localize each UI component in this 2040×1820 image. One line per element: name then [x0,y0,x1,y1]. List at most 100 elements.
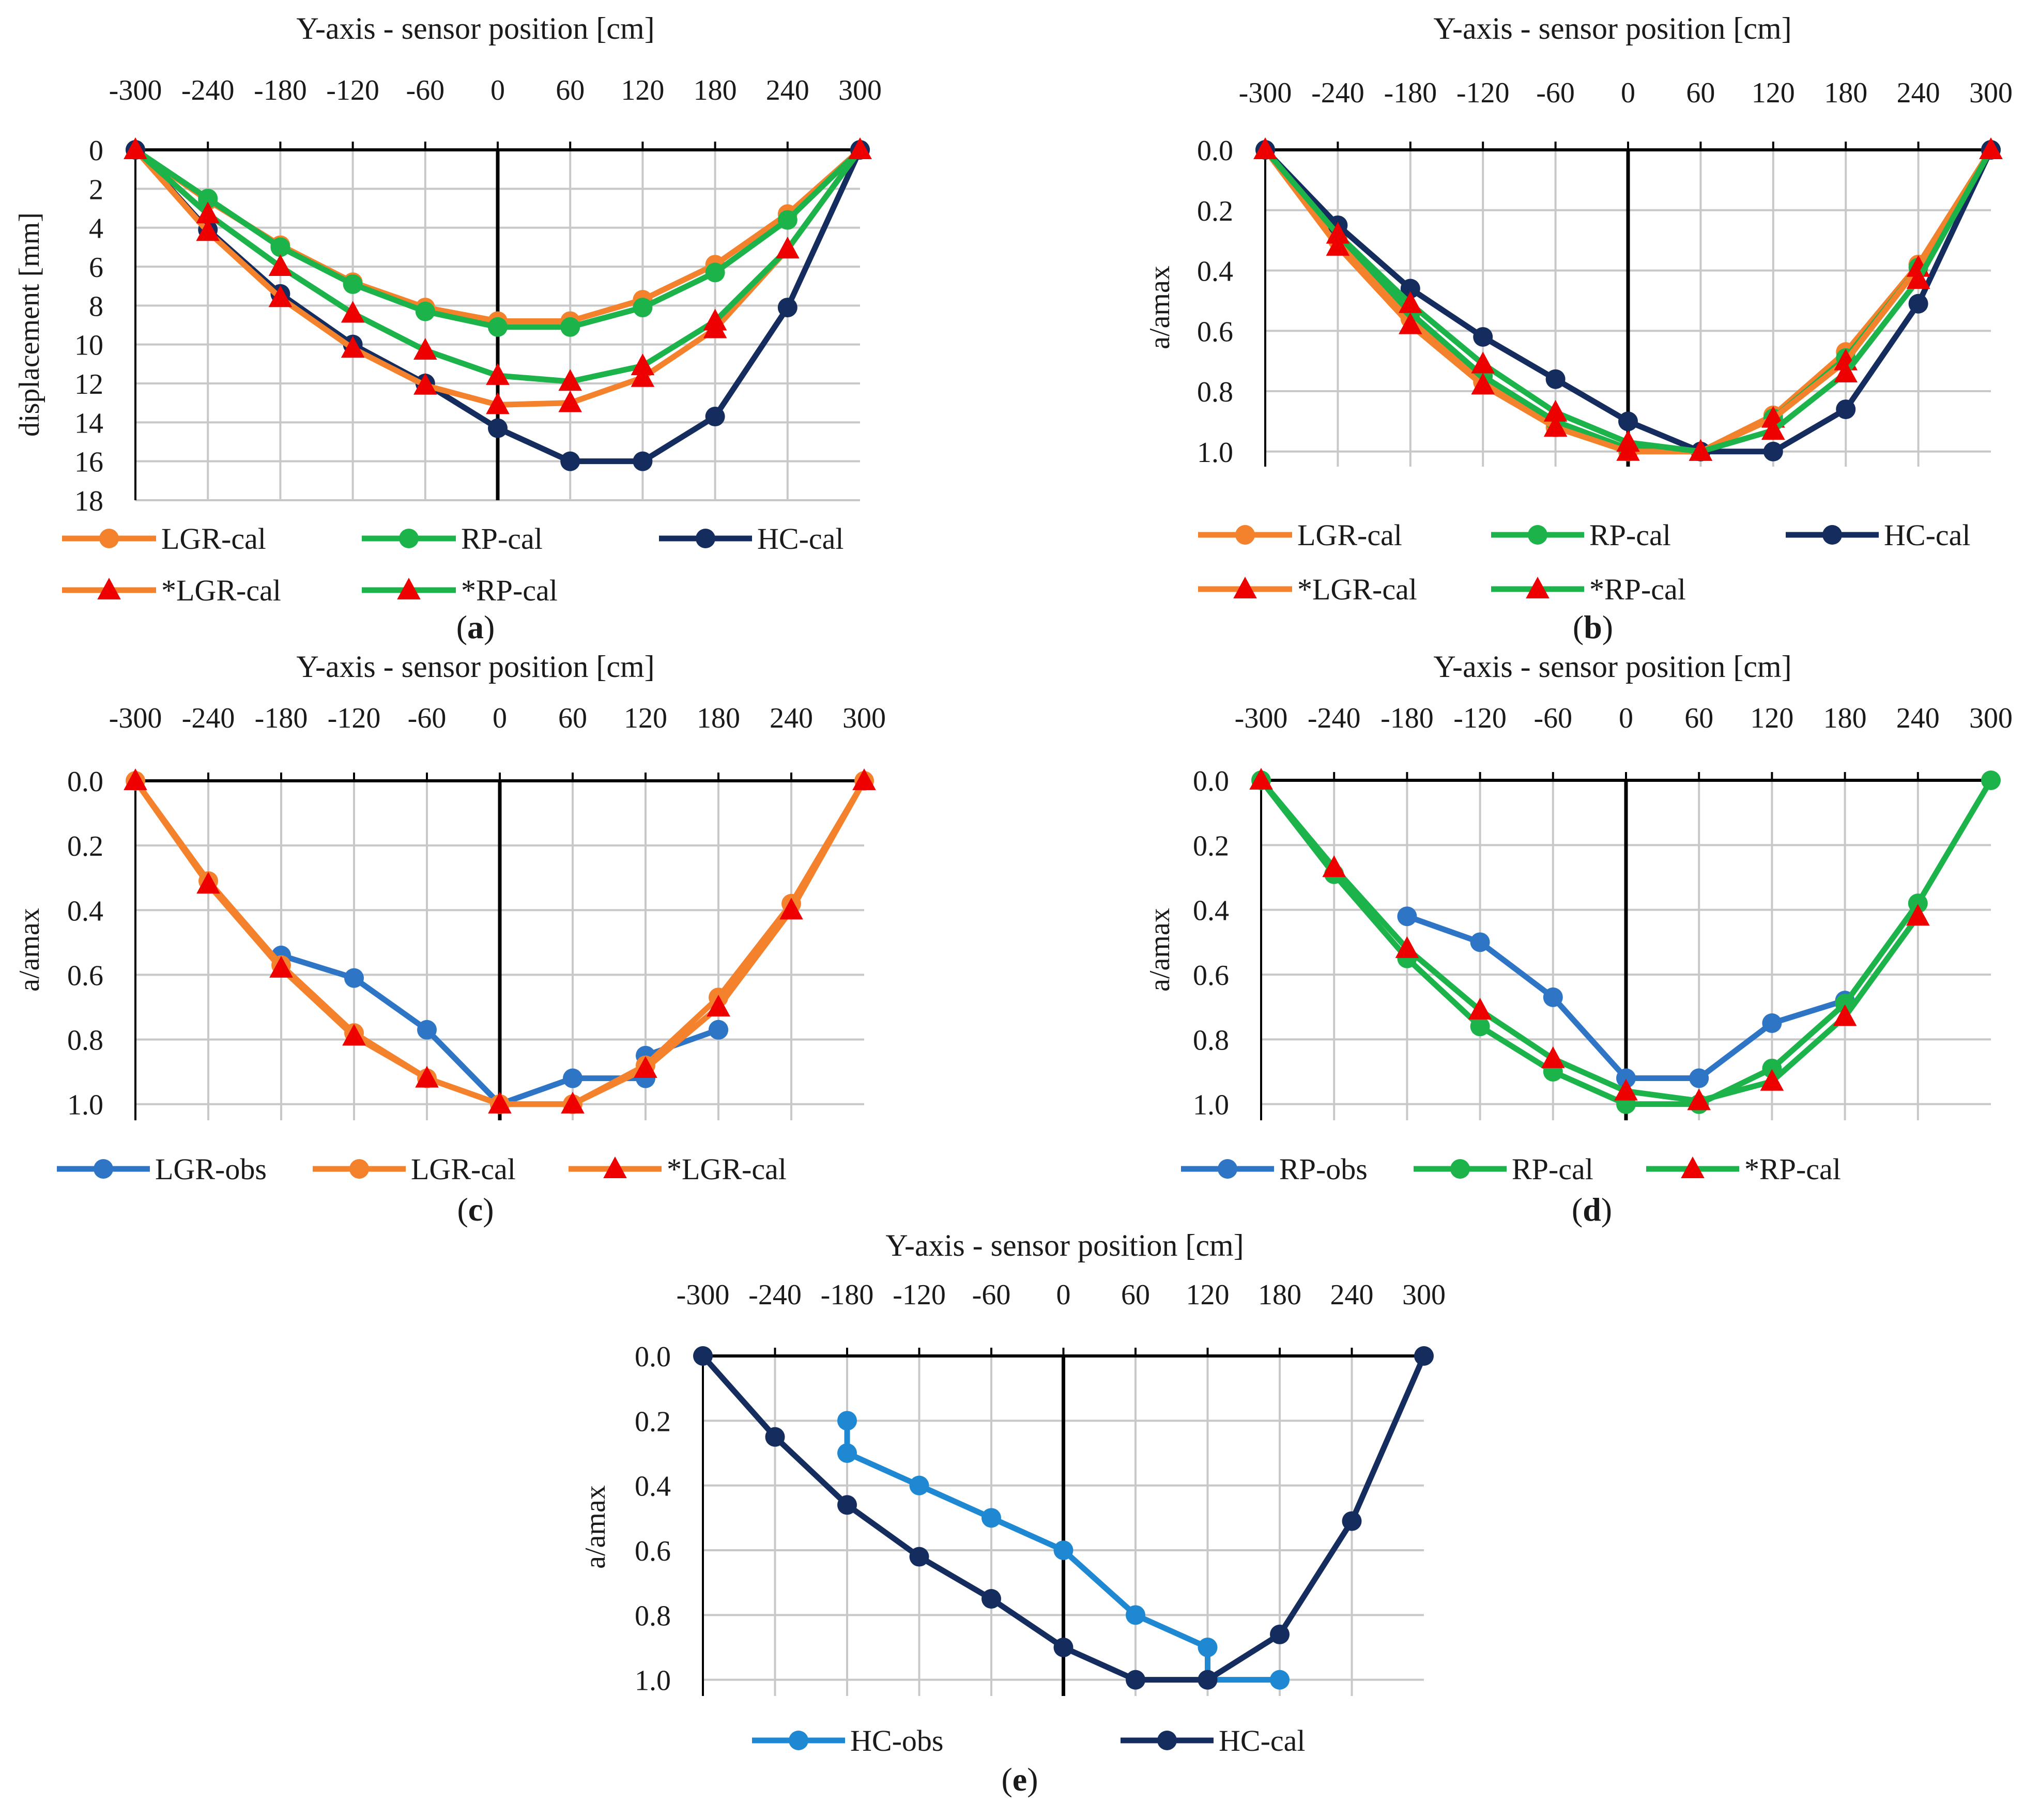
legend-marker [349,1159,369,1179]
legend: LGR-cal RP-cal HC-cal *LGR-cal *RP-cal [62,522,844,607]
legend-marker [1822,525,1842,545]
x-tick-label: 180 [1824,77,1867,109]
x-tick-label: -120 [328,702,381,734]
data-point [1326,222,1350,244]
data-point [703,309,727,331]
legend-marker [97,578,121,599]
legend-label: RP-cal [1512,1152,1593,1186]
chart-panel-a: -300 -240 -180 -120 -60 0 60 120 180 240 300 0 2 4 6 8 1… [13,11,882,645]
y-tick-label: 16 [74,446,103,479]
data-point [1616,430,1640,452]
data-point [779,898,803,920]
x-tick-label: 180 [694,74,737,106]
y-axis-title: displacement [mm] [13,212,45,437]
data-point [693,1346,713,1366]
data-point [1614,1078,1638,1101]
data-point [1543,987,1563,1007]
x-tick-label: -240 [1308,702,1361,734]
chart-panel-e: -300 -240 -180 -120 -60 0 60 120 180 240 300 0.0 0.2… [579,1228,1446,1798]
legend-marker [603,1156,627,1178]
panel-label: (a) [456,609,495,645]
x-tick-label: 0 [1619,702,1633,734]
y-tick-label: 0.4 [1197,256,1233,288]
data-point [1471,351,1495,374]
data-point [1908,893,1928,914]
y-tick-label: 0.2 [1197,195,1233,227]
legend: LGR-cal RP-cal HC-cal *LGR-cal *RP-cal [1198,518,1971,606]
legend: HC-obs HC-cal [752,1724,1306,1757]
x-tick-label: 300 [838,74,882,106]
y-tick-label: 18 [74,485,103,517]
y-tick-label: 4 [89,213,103,245]
data-point [558,390,582,412]
x-tick-label: 60 [1686,77,1715,109]
data-point [1399,291,1422,313]
data-point [1541,1046,1565,1068]
data-point [1400,279,1420,299]
x-tick-label: 180 [697,702,740,734]
legend-label: LGR-cal [161,522,266,556]
legend-label: RP-cal [461,522,543,556]
data-point [909,1475,929,1495]
legend-marker [94,1159,113,1179]
y-tick-label: 8 [89,290,103,322]
data-point [633,298,653,318]
data-point [561,1091,585,1114]
data-point [1126,1670,1145,1690]
data-point [486,363,510,385]
data-point [1414,1346,1434,1366]
x-tick-label: -300 [1235,702,1288,734]
x-tick-label: 120 [1752,77,1795,109]
legend-label: *LGR-cal [161,574,281,607]
legend-marker [1218,1159,1237,1179]
y-tick-label: 0.4 [67,895,103,927]
y-tick-label: 0.8 [635,1600,671,1632]
data-point [198,189,218,209]
data-point [1618,411,1638,431]
legend-label: RP-cal [1589,518,1671,552]
y-tick-label: 0.6 [635,1535,671,1567]
data-point [1270,1670,1290,1690]
legend-label: *LGR-cal [667,1152,787,1186]
x-tick-label: -120 [326,74,379,106]
y-tick-label: 14 [74,407,103,439]
panel-label: (b) [1573,609,1613,645]
legend-marker [397,578,421,599]
data-point [1762,1013,1782,1033]
data-point [705,263,725,283]
x-tick-label: 240 [766,74,809,106]
chart-panel-c: -300 -240 -180 -120 -60 0 60 120 180 240 300 0.0 0.2… [13,650,886,1228]
data-point [124,137,147,159]
x-tick-label: -180 [255,702,308,734]
data-point [1543,399,1568,422]
data-point [1616,1068,1636,1088]
data-point [269,955,293,978]
chart-panel-d: -300 -240 -180 -120 -60 0 60 120 180 240 300 0.0 0.2… [1144,650,2013,1228]
data-point [344,968,364,988]
data-point [1126,1605,1145,1625]
x-tick-label: -240 [182,702,235,734]
data-point [1198,1638,1218,1657]
data-point [1906,267,1930,289]
data-point [488,1091,512,1114]
legend-marker [1528,525,1547,545]
x-tick-label: -240 [181,74,235,106]
y-tick-label: 1.0 [1193,1089,1229,1121]
x-tick-label: -120 [1453,702,1507,734]
x-tick-label: -300 [1239,77,1292,109]
data-point [341,301,365,323]
data-point [1687,1088,1711,1110]
data-point [1395,936,1419,958]
x-tick-label: 0 [493,702,507,734]
x-tick-label: -240 [1311,77,1364,109]
legend-label: *RP-cal [1744,1152,1841,1186]
data-point [777,298,797,318]
x-tick-label: 240 [1897,77,1940,109]
x-tick-label: -180 [1384,77,1437,109]
data-point [765,1427,785,1447]
data-point [1761,418,1785,440]
data-point [777,210,797,230]
data-point [1053,1638,1073,1657]
y-tick-label: 0.6 [67,960,103,992]
